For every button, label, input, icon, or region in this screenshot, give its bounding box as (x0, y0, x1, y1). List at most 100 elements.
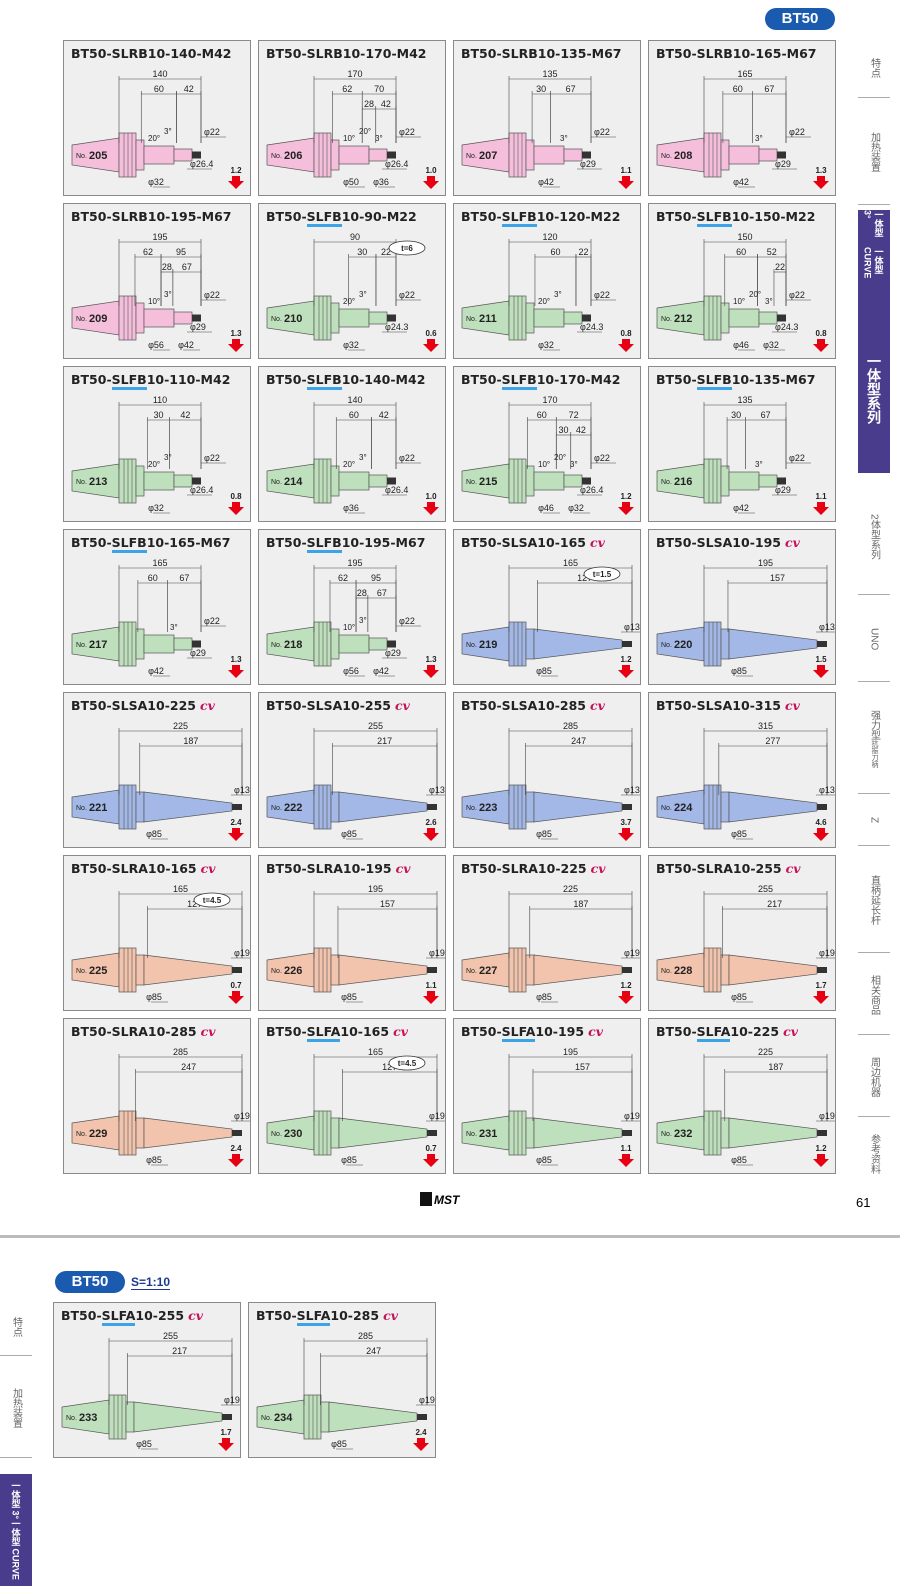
no-prefix: No. (76, 1131, 87, 1138)
tool-drawing: 165 67 60 3° φ22 φ29 φ42 No. 208 1.3 (656, 69, 829, 189)
dimension-label: 72 (569, 410, 579, 420)
title-part: BT50- (266, 46, 307, 61)
side-tab[interactable]: 加热装置 (858, 100, 890, 205)
product-card: BT50-SLSA10-165 cv 165 127 φ13 φ85 t=1.5 No. 219… (453, 529, 641, 685)
diameter-label: φ42 (733, 177, 749, 187)
tool-flange (313, 947, 332, 993)
title-part: SLRA (696, 861, 733, 876)
title-part: BT50- (656, 698, 697, 713)
tool-tip (387, 640, 396, 648)
title-part: SLFA (696, 1024, 731, 1042)
tool-tip (192, 477, 201, 485)
angle-label: 20° (554, 453, 566, 462)
diameter-label: φ46 (538, 503, 554, 513)
angle-label: 3° (359, 290, 367, 299)
product-card: BT50-SLFA10-165 cv 165 127 φ19 φ85 t=4.5 No. 230… (258, 1018, 446, 1174)
diameter-label: φ24.3 (385, 322, 408, 332)
title-part: BT50- (266, 1024, 307, 1039)
no-prefix: No. (661, 479, 672, 486)
cv-mark: cv (394, 698, 410, 713)
tool-drawing: 90 22 30 20° 3° φ22 φ24.3 φ32 t=6 No. 210 0.6 (266, 232, 439, 352)
product-number: 229 (89, 1128, 107, 1140)
side-tab[interactable]: 强力型 抗振刀柄 (858, 684, 890, 794)
side-tab[interactable]: UNO (858, 597, 890, 682)
card-title: BT50-SLFB10-150-M22 (656, 209, 816, 227)
side-tab[interactable]: 相关商品 (858, 955, 890, 1035)
no-prefix: No. (271, 316, 282, 323)
dimension-label: 42 (379, 410, 389, 420)
weight-arrow (423, 665, 439, 678)
tool-drawing: 195 157 φ19 φ85 No. 231 1.1 (461, 1047, 640, 1167)
weight-arrow (423, 1154, 439, 1167)
cv-mark: cv (590, 861, 606, 876)
side-tab[interactable]: 加热装置 (0, 1358, 32, 1458)
product-number: 206 (284, 150, 302, 162)
title-part: 10-135-M67 (731, 372, 816, 387)
side-tab[interactable]: 特点 (858, 38, 890, 98)
tool-neck (135, 465, 145, 497)
side-tab[interactable]: 周边机器 (858, 1037, 890, 1117)
title-part: 10-150-M22 (731, 209, 816, 224)
weight-arrow (618, 828, 634, 841)
side-tab-active[interactable]: 一体型系列 (858, 305, 890, 473)
dimension-label: 187 (183, 736, 198, 746)
dimension-label: 28 (162, 262, 172, 272)
card-title: BT50-SLSA10-195 cv (656, 535, 800, 550)
tool-tip (232, 804, 242, 810)
product-card: BT50-SLSA10-195 cv 195 157 φ13 φ85 No. 220 1.5 (648, 529, 836, 685)
diameter-label: φ13 (624, 785, 640, 795)
side-tab-active[interactable]: 一体型 3° 一体型 CURVE (858, 210, 890, 305)
title-part: BT50- (71, 46, 112, 61)
product-card: BT50-SLSA10-315 cv 315 277 φ13 φ85 No. 224 4.6 (648, 692, 836, 848)
cv-mark: cv (393, 1024, 408, 1039)
tool-drawing: 195 95 62 67 28 10° 3° φ22 φ29 φ56 φ42 No. 209 1.3 (71, 232, 244, 352)
side-tab-active[interactable]: 一体型 3° 一体型 CURVE (0, 1474, 32, 1586)
no-prefix: No. (661, 805, 672, 812)
tool-flange (508, 621, 527, 667)
title-part: BT50- (461, 698, 502, 713)
tool-neck (330, 465, 340, 497)
title-part: 10-195 (732, 535, 781, 550)
tool-neck (125, 1401, 135, 1433)
title-part: SLSA (111, 698, 148, 713)
side-tab[interactable]: Z (858, 796, 890, 846)
tool-flange (118, 1110, 137, 1156)
card-title: BT50-SLSA10-225 cv (71, 698, 215, 713)
diameter-label: φ22 (204, 616, 220, 626)
weight: 1.3 (815, 166, 827, 175)
t-label: t=1.5 (593, 570, 612, 579)
card-title: BT50-SLFA10-195 cv (461, 1024, 603, 1042)
product-card: BT50-SLRA10-255 cv 255 217 φ19 φ85 No. 228 1.7 (648, 855, 836, 1011)
side-tab[interactable]: 特点 (0, 1298, 32, 1356)
weight-arrow (813, 1154, 829, 1167)
product-card: BT50-SLRA10-195 cv 195 157 φ19 φ85 No. 226 1.1 (258, 855, 446, 1011)
card-title: BT50-SLFA10-165 cv (266, 1024, 408, 1042)
dimension-label: 30 (558, 425, 568, 435)
no-prefix: No. (466, 805, 477, 812)
diameter-label: φ19 (624, 948, 640, 958)
product-number: 232 (674, 1128, 692, 1140)
diameter-label: φ24.3 (580, 322, 603, 332)
product-card: BT50-SLFB10-120-M22 120 22 60 20° 3° φ22 φ24.3 φ… (453, 203, 641, 359)
angle-label: 3° (554, 290, 562, 299)
title-part: 10-170-M42 (536, 372, 621, 387)
dimension-label: 67 (761, 410, 771, 420)
card-title: BT50-SLRA10-195 cv (266, 861, 410, 876)
dimension-label: 285 (173, 1047, 188, 1057)
side-tab[interactable]: 直柄延长杆 (858, 848, 890, 953)
title-part: BT50- (656, 46, 697, 61)
dimension-label: 225 (563, 884, 578, 894)
dimension-label: 187 (768, 1062, 783, 1072)
cv-mark: cv (589, 535, 605, 550)
card-title: BT50-SLFA10-255 cv (61, 1308, 203, 1326)
side-tab[interactable]: 2体型系列 (858, 480, 890, 595)
tool-flange (508, 947, 527, 993)
dimension-label: 247 (366, 1346, 381, 1356)
side-tab[interactable]: 参考资料 (868, 1134, 880, 1174)
dimension-label: 67 (566, 84, 576, 94)
weight-arrow (413, 1438, 429, 1451)
product-number: 208 (674, 150, 692, 162)
weight: 1.2 (620, 655, 632, 664)
tool-body (728, 954, 818, 986)
